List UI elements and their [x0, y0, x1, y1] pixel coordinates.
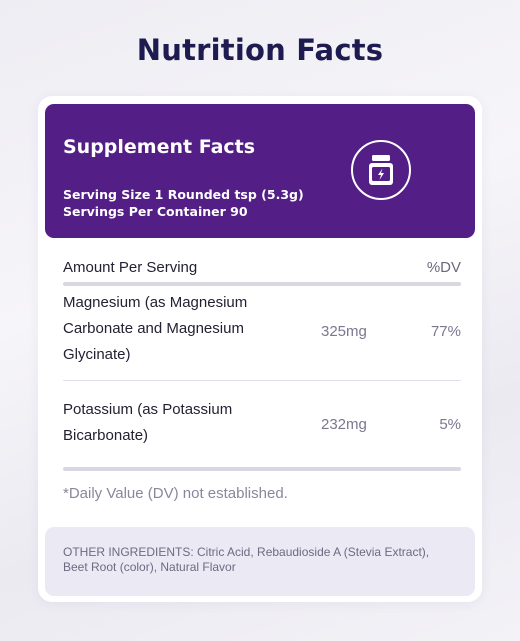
dv-column-label: %DV	[426, 259, 461, 276]
supplement-jar-icon	[351, 140, 411, 200]
nutrient-row-magnesium: Magnesium (as Magnesium Carbonate and Ma…	[63, 290, 461, 380]
header-divider	[63, 282, 461, 286]
nutrient-amount: 325mg	[321, 323, 367, 340]
table-header: Amount Per Serving %DV	[63, 259, 461, 276]
nutrient-name: Magnesium (as Magnesium Carbonate and Ma…	[63, 294, 248, 363]
nutrient-row-potassium: Potassium (as Potassium Bicarbonate) 232…	[63, 397, 461, 457]
serving-info: Serving Size 1 Rounded tsp (5.3g) Servin…	[63, 186, 304, 220]
servings-per-container: Servings Per Container 90	[63, 204, 248, 219]
supplement-facts-title: Supplement Facts	[63, 136, 256, 158]
nutrient-dv: 77%	[430, 323, 461, 340]
dv-footnote: *Daily Value (DV) not established.	[63, 485, 288, 502]
other-ingredients: OTHER INGREDIENTS: Citric Acid, Rebaudio…	[45, 527, 475, 596]
page-title: Nutrition Facts	[136, 33, 384, 67]
supplement-facts-header: Supplement Facts Serving Size 1 Rounded …	[45, 104, 475, 238]
nutrient-name: Potassium (as Potassium Bicarbonate)	[63, 401, 233, 444]
table-bottom-divider	[63, 467, 461, 471]
serving-size: Serving Size 1 Rounded tsp (5.3g)	[63, 187, 304, 202]
supplement-facts-card: Supplement Facts Serving Size 1 Rounded …	[38, 96, 482, 602]
nutrient-dv: 5%	[439, 416, 461, 433]
amount-per-serving-label: Amount Per Serving	[63, 259, 198, 276]
nutrient-amount: 232mg	[321, 416, 367, 433]
row-divider	[63, 380, 461, 381]
